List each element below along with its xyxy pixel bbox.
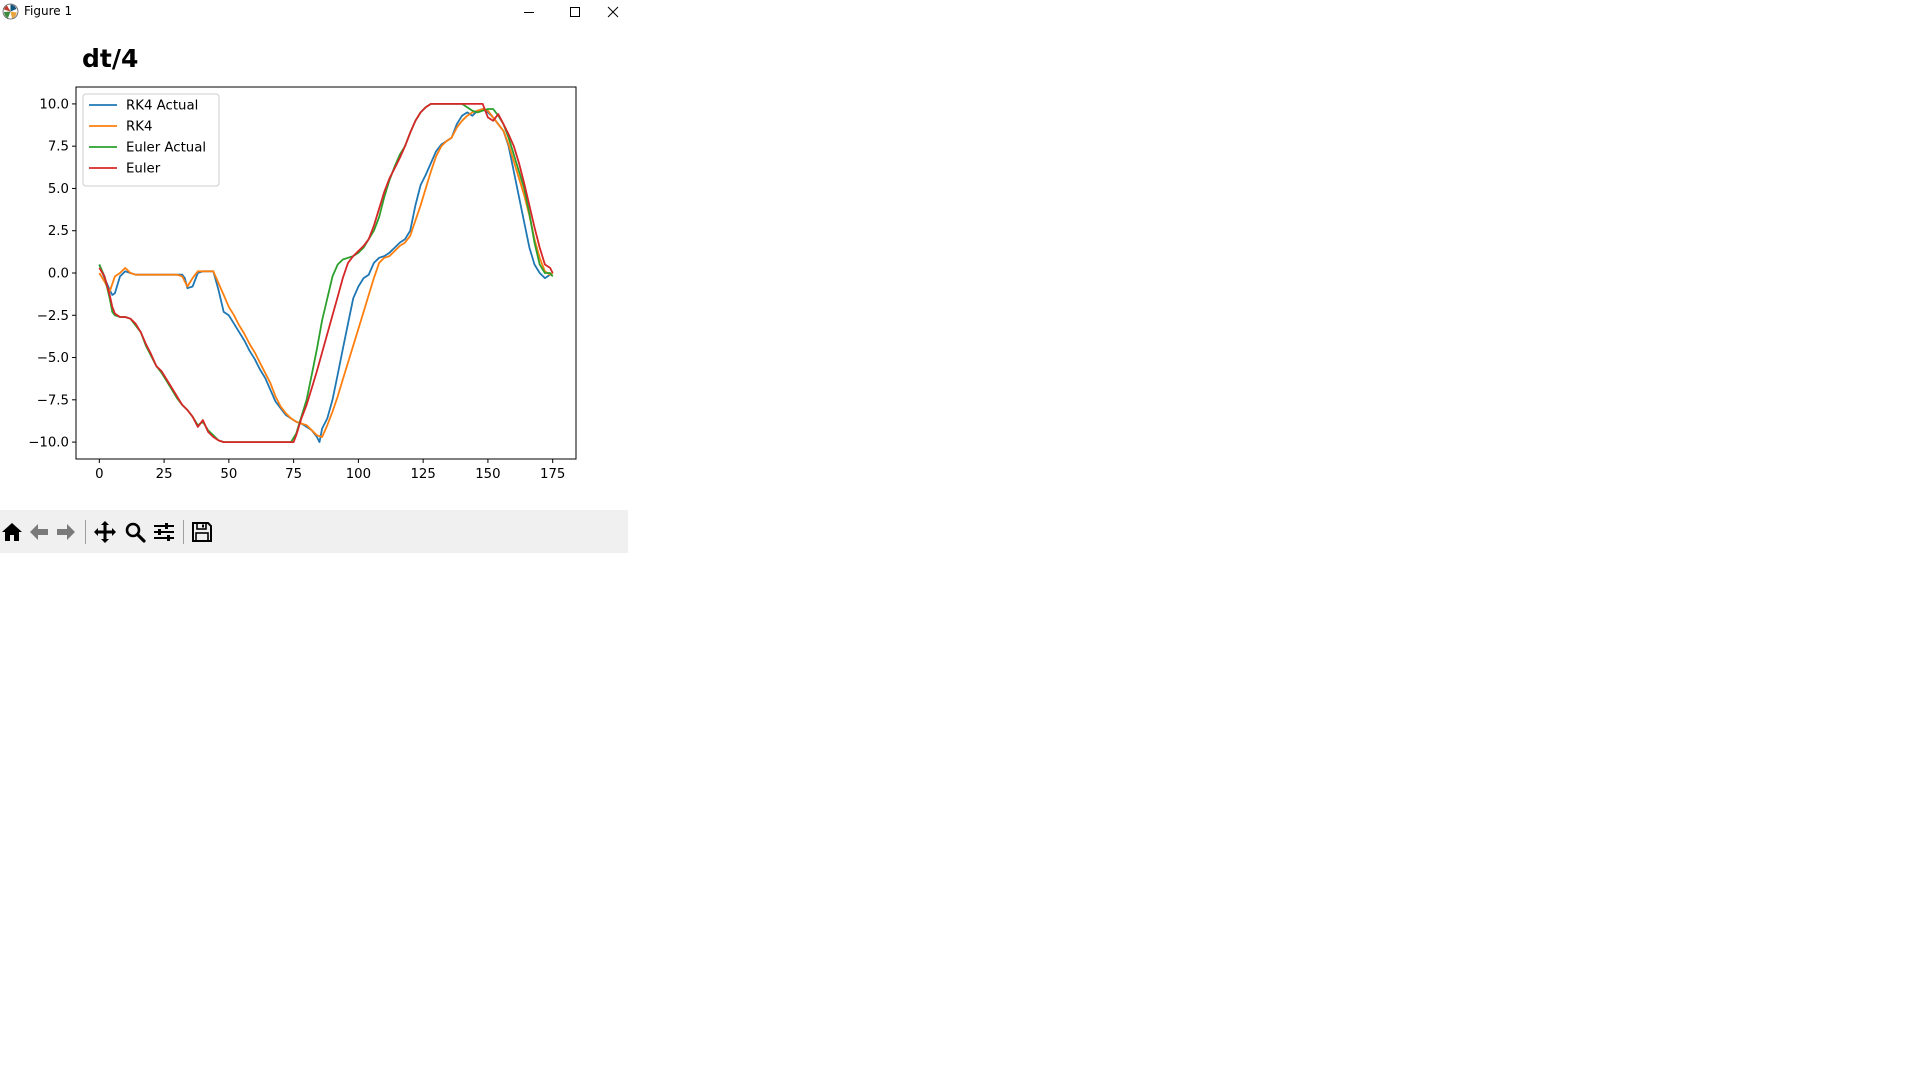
x-tick-label: 100 [346, 467, 371, 482]
x-tick-label: 25 [156, 467, 173, 482]
save-icon [192, 522, 212, 542]
back-icon [30, 524, 48, 540]
y-tick-label: 10.0 [39, 97, 69, 112]
series-line-rk4 [98, 108, 554, 438]
forward-icon [57, 524, 75, 540]
legend-label: Euler Actual [126, 141, 206, 156]
chart-title: dt/4 [82, 44, 138, 73]
matplotlib-icon [2, 3, 19, 20]
navigation-toolbar [0, 510, 628, 553]
legend: RK4 Actual RK4 Euler Actual Euler [82, 93, 220, 187]
x-tick-label: 150 [475, 467, 500, 482]
home-button[interactable] [0, 520, 24, 544]
y-tick-label: 5.0 [48, 182, 69, 197]
maximize-button[interactable] [552, 0, 598, 23]
y-tick-label: −2.5 [37, 309, 69, 324]
x-tick-label: 50 [220, 467, 237, 482]
y-tick-label: 0.0 [48, 267, 69, 282]
y-axis: 10.0 7.5 5.0 2.5 0.0 −2.5 −5.0 −7.5 −10.0 [28, 97, 76, 451]
maximize-icon [570, 6, 580, 17]
pan-icon [94, 521, 116, 543]
forward-button[interactable] [54, 520, 78, 544]
series-line-euler [98, 103, 554, 444]
toolbar-separator [183, 520, 184, 544]
y-tick-label: −5.0 [37, 351, 69, 366]
close-button[interactable] [598, 0, 628, 23]
x-tick-label: 175 [540, 467, 565, 482]
x-tick-label: 125 [410, 467, 435, 482]
figure-canvas[interactable]: dt/4 0 25 50 75 100 125 150 175 10.0 7.5 5.0 2.5 0.… [0, 23, 628, 510]
y-tick-label: −7.5 [37, 393, 69, 408]
home-icon [2, 523, 22, 541]
legend-label: RK4 Actual [126, 99, 198, 114]
zoom-icon [125, 522, 146, 543]
configure-subplots-button[interactable] [152, 520, 176, 544]
legend-label: Euler [126, 162, 161, 177]
window-title: Figure 1 [24, 4, 73, 18]
back-button[interactable] [27, 520, 51, 544]
title-bar[interactable]: Figure 1 [0, 0, 628, 23]
y-tick-label: 7.5 [48, 140, 69, 155]
legend-box [82, 93, 220, 187]
toolbar-separator [85, 520, 86, 544]
x-tick-label: 0 [95, 467, 103, 482]
x-axis: 0 25 50 75 100 125 150 175 [95, 459, 565, 482]
configure-icon [154, 523, 174, 541]
pan-button[interactable] [93, 520, 117, 544]
x-tick-label: 75 [285, 467, 302, 482]
save-button[interactable] [190, 520, 214, 544]
y-tick-label: −10.0 [28, 436, 69, 451]
minimize-button[interactable] [506, 0, 552, 23]
close-icon [607, 6, 619, 17]
zoom-button[interactable] [123, 520, 147, 544]
legend-label: RK4 [126, 120, 152, 135]
minimize-icon [524, 11, 534, 13]
line-chart[interactable]: dt/4 0 25 50 75 100 125 150 175 10.0 7.5 5.0 2.5 0.… [0, 23, 628, 510]
figure-window: Figure 1 dt/4 0 25 50 75 100 125 150 175 10.0 7.… [0, 0, 628, 553]
series-lines [98, 103, 554, 444]
y-tick-label: 2.5 [48, 224, 69, 239]
